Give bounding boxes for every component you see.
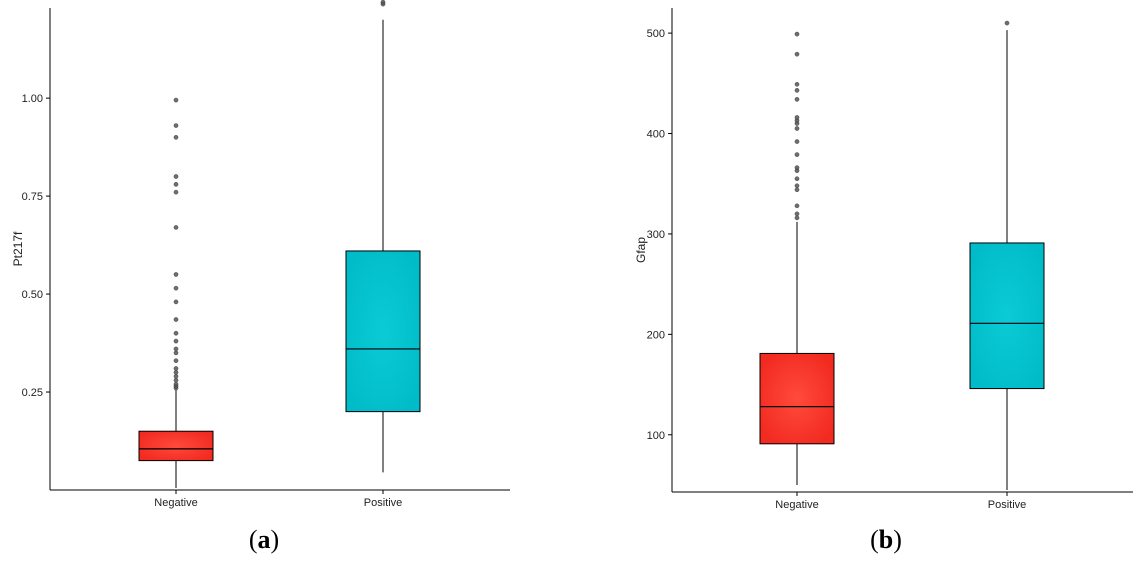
outlier-point [794, 187, 800, 193]
box-negative [138, 97, 214, 489]
y-tick-label: 0.75 [22, 191, 43, 203]
outlier-point [794, 165, 800, 170]
box-negative [759, 31, 835, 485]
box-positive [345, 0, 421, 473]
outlier-point [173, 285, 179, 291]
y-axis-label: Gfap [634, 237, 648, 263]
outlier-point [173, 358, 179, 363]
outlier-point [1004, 20, 1010, 26]
iqr-box [759, 352, 835, 445]
x-tick-label-negative: Negative [154, 497, 197, 509]
x-tick-label-positive: Positive [988, 499, 1027, 511]
outlier-point [794, 115, 800, 120]
outlier-point [794, 176, 800, 182]
y-tick-label: 0.50 [22, 289, 43, 301]
outlier-point [794, 97, 800, 102]
iqr-box [969, 242, 1045, 390]
outlier-point [173, 370, 179, 375]
panel-label: (a) [249, 525, 279, 554]
outlier-point [794, 152, 800, 157]
y-tick-label: 400 [647, 129, 665, 141]
x-tick-label-negative: Negative [775, 499, 818, 511]
y-tick-label: 100 [647, 430, 665, 442]
box-positive [969, 20, 1045, 490]
outlier-point [173, 366, 179, 371]
outlier-point [794, 82, 800, 87]
outlier-point [173, 317, 179, 322]
y-tick-label: 500 [647, 28, 665, 40]
y-axis-label: Pt217f [11, 231, 25, 266]
outlier-point [794, 139, 800, 144]
outlier-point [794, 215, 800, 221]
y-tick-label: 300 [647, 229, 665, 241]
outlier-point [794, 211, 800, 217]
outlier-point [173, 174, 179, 179]
panel-b: Gfap Negative Positive (b) 100 200 300 400 5… [634, 8, 1133, 554]
outlier-point [173, 123, 179, 128]
outlier-point [794, 203, 800, 209]
outlier-point [173, 346, 179, 352]
outlier-point [794, 126, 800, 131]
outlier-point [794, 88, 800, 93]
panel-letter: a [258, 525, 271, 554]
iqr-box [345, 250, 421, 413]
iqr-box [138, 430, 214, 462]
outlier-point [173, 272, 179, 277]
outlier-point [173, 377, 179, 383]
outlier-point [173, 381, 179, 387]
outlier-point [794, 31, 800, 37]
y-tick-label: 1.00 [22, 93, 43, 105]
outlier-point [173, 97, 179, 103]
panel-letter: b [879, 525, 893, 554]
outlier-point [173, 299, 179, 305]
y-tick-label: 200 [647, 329, 665, 341]
outlier-point [173, 182, 179, 187]
outlier-point [173, 374, 179, 379]
x-tick-label-positive: Positive [364, 497, 403, 509]
panel-label: (b) [870, 525, 902, 554]
panel-a: Pt217f Negative Positive (a) 0.25 0.50 0.7… [11, 0, 510, 554]
outlier-point [173, 189, 179, 195]
outlier-point [173, 330, 179, 336]
outlier-point [173, 225, 179, 230]
outlier-point [794, 183, 800, 189]
y-tick-label: 0.25 [22, 387, 43, 399]
outlier-point [380, 0, 386, 5]
outlier-point [794, 51, 800, 57]
outlier-point [173, 135, 179, 140]
outlier-point [173, 338, 179, 344]
outlier-point [173, 350, 179, 356]
